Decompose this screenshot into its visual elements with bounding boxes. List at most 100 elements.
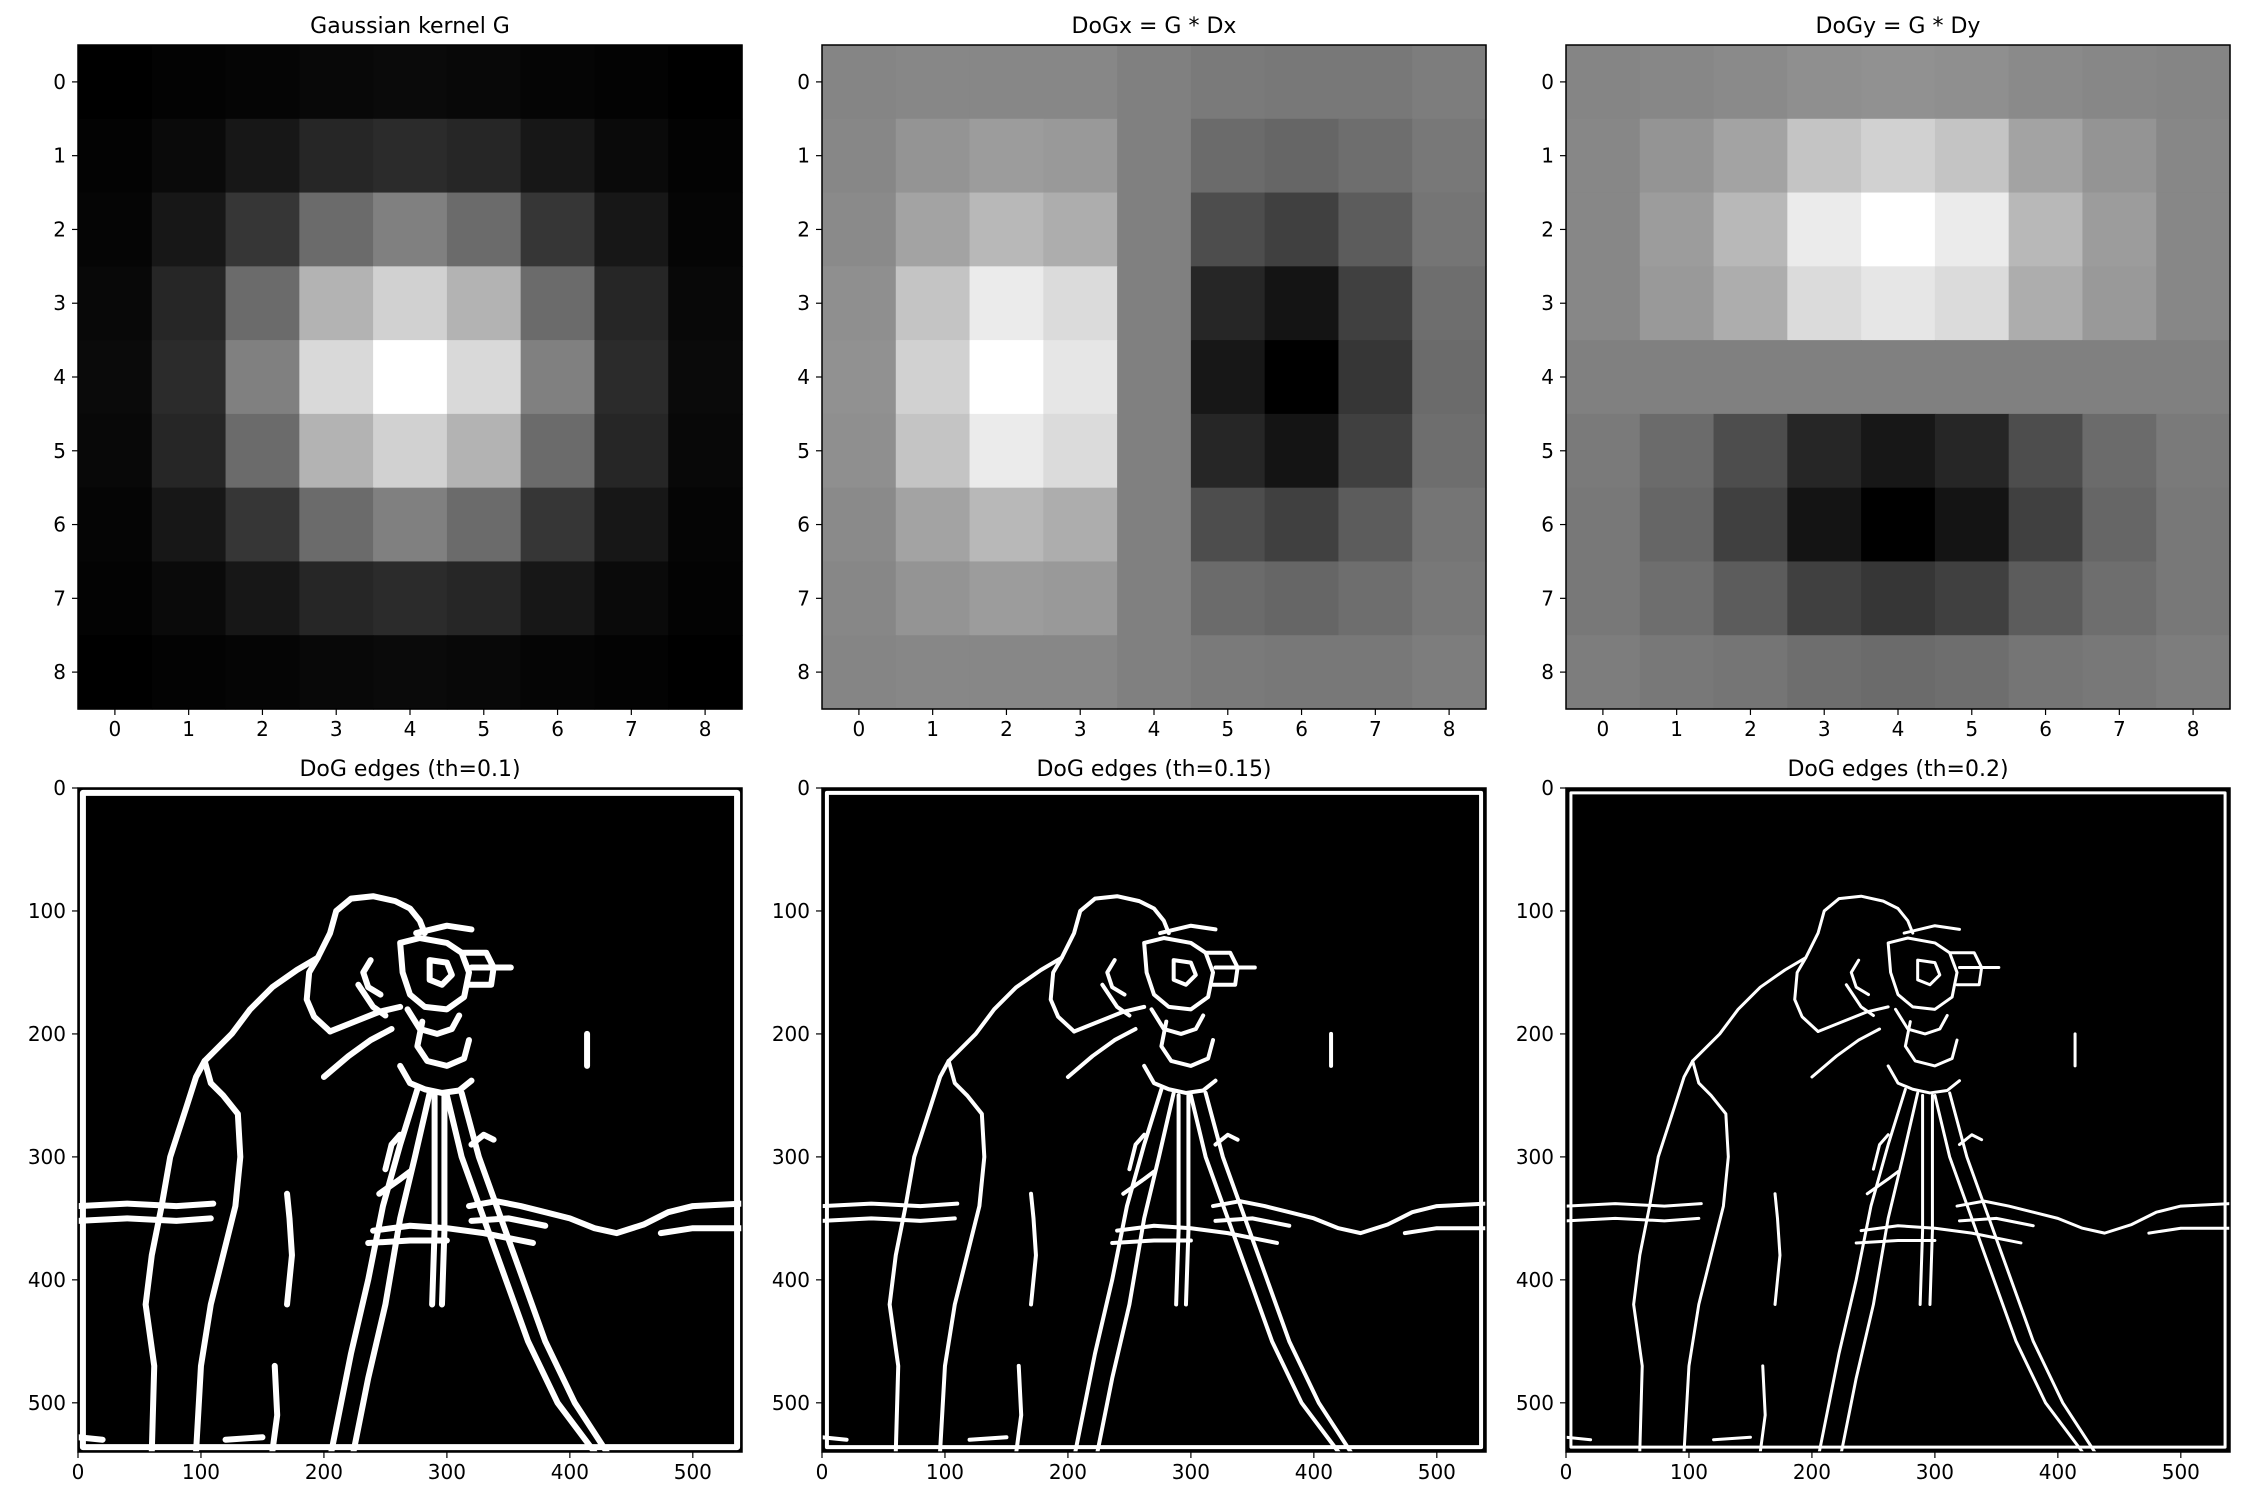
heatmap-cell	[152, 488, 226, 562]
panel-dogy: DoGy = G * Dy 0 1 2 3 4 5 6 7 8012345678	[1541, 14, 2230, 741]
y-tick-label: 500	[1516, 1391, 1554, 1415]
heatmap-cell	[668, 119, 742, 193]
heatmap-cell	[594, 45, 668, 119]
heatmap-cell	[1043, 561, 1117, 635]
heatmap-cell	[2082, 340, 2156, 414]
heatmap-cell	[1117, 488, 1191, 562]
heatmap-cell	[896, 414, 970, 488]
heatmap-cell	[970, 561, 1044, 635]
heatmap-cell	[78, 340, 152, 414]
heatmap-cell	[2009, 414, 2083, 488]
heatmap-cell	[2082, 414, 2156, 488]
heatmap-cell	[2156, 119, 2230, 193]
heatmap-cell	[1191, 193, 1265, 267]
heatmap-cell	[152, 635, 226, 709]
y-tick-label: 6	[1541, 513, 1554, 537]
y-tick-label: 0	[1541, 776, 1554, 800]
heatmap-cell	[521, 45, 595, 119]
heatmap-cell	[1861, 635, 1935, 709]
heatmap-cell	[668, 488, 742, 562]
panel-title: DoG edges (th=0.2)	[1787, 757, 2008, 782]
y-tick-label: 2	[1541, 217, 1554, 241]
heatmap-cell	[1191, 119, 1265, 193]
edge-stroke	[822, 1204, 957, 1206]
heatmap-cell	[1861, 45, 1935, 119]
heatmap-cell	[299, 635, 373, 709]
heatmap-cell	[226, 561, 300, 635]
heatmap-cell	[521, 561, 595, 635]
heatmap-cell	[1191, 340, 1265, 414]
panel-gaussian-kernel: Gaussian kernel G 0 1 2 3 4 5 6 7 8012345678	[53, 14, 742, 741]
heatmap-cell	[1935, 193, 2009, 267]
y-tick-label: 7	[797, 586, 810, 610]
heatmap-cell	[1338, 414, 1412, 488]
heatmap-cell	[2156, 193, 2230, 267]
heatmap-cell	[1043, 45, 1117, 119]
heatmap-cell	[521, 488, 595, 562]
x-tick-label: 3	[1074, 717, 1087, 741]
heatmap-cell	[226, 45, 300, 119]
heatmap-cell	[1117, 119, 1191, 193]
edge-stroke	[970, 1437, 1007, 1439]
panel-title: DoGx = G * Dx	[1072, 14, 1237, 39]
y-tick-label: 8	[1541, 660, 1554, 684]
heatmap-cell	[1935, 488, 2009, 562]
heatmap-cell	[1640, 635, 1714, 709]
y-tick-label: 3	[1541, 291, 1554, 315]
edge-stroke	[442, 1095, 444, 1304]
heatmap-cell	[970, 488, 1044, 562]
heatmap-cell	[1338, 119, 1412, 193]
y-tick-label: 6	[797, 513, 810, 537]
heatmap-cell	[226, 193, 300, 267]
heatmap-cell	[1338, 561, 1412, 635]
heatmap-cell	[152, 340, 226, 414]
heatmap-cell	[1861, 119, 1935, 193]
heatmap-cell	[1191, 414, 1265, 488]
heatmap-cell	[152, 561, 226, 635]
heatmap-cell	[1412, 635, 1486, 709]
x-tick-label: 100	[182, 1460, 220, 1484]
heatmap-cell	[2156, 45, 2230, 119]
x-tick-label: 7	[2113, 717, 2126, 741]
heatmap-cell	[299, 266, 373, 340]
heatmap-cell	[1566, 266, 1640, 340]
heatmap-cell	[1787, 119, 1861, 193]
heatmap-cell	[2082, 45, 2156, 119]
y-tick-label: 100	[1516, 899, 1554, 923]
heatmap-cell	[594, 635, 668, 709]
heatmap-cell	[226, 635, 300, 709]
x-tick-label: 500	[2162, 1460, 2200, 1484]
heatmap-cell	[1566, 488, 1640, 562]
panel-title: DoG edges (th=0.1)	[299, 757, 520, 782]
heatmap-cell	[970, 193, 1044, 267]
x-tick-label: 4	[1148, 717, 1161, 741]
heatmap-cell	[373, 340, 447, 414]
y-tick-label: 200	[772, 1022, 810, 1046]
y-tick-label: 300	[1516, 1145, 1554, 1169]
y-tick-label: 7	[1541, 586, 1554, 610]
heatmap-cell	[822, 488, 896, 562]
heatmap-cell	[822, 193, 896, 267]
heatmap-cell	[1265, 340, 1339, 414]
y-tick-label: 1	[797, 144, 810, 168]
x-tick-label: 0	[1597, 717, 1610, 741]
heatmap-cell	[668, 45, 742, 119]
edge-stroke	[822, 1218, 955, 1220]
heatmap-cell	[2009, 119, 2083, 193]
x-tick-label: 8	[699, 717, 712, 741]
y-tick-label: 5	[797, 439, 810, 463]
heatmap-cell	[1935, 561, 2009, 635]
heatmap-cell	[1265, 635, 1339, 709]
heatmap-cell	[2156, 266, 2230, 340]
heatmap-cell	[521, 414, 595, 488]
y-tick-label: 500	[28, 1391, 66, 1415]
heatmap-cell	[1787, 45, 1861, 119]
heatmap-cell	[373, 119, 447, 193]
heatmap-cell	[896, 119, 970, 193]
y-tick-label: 3	[797, 291, 810, 315]
x-tick-label: 500	[1418, 1460, 1456, 1484]
x-tick-label: 400	[1295, 1460, 1333, 1484]
heatmap-cell	[78, 635, 152, 709]
y-tick-label: 4	[53, 365, 66, 389]
heatmap-cell	[1117, 414, 1191, 488]
